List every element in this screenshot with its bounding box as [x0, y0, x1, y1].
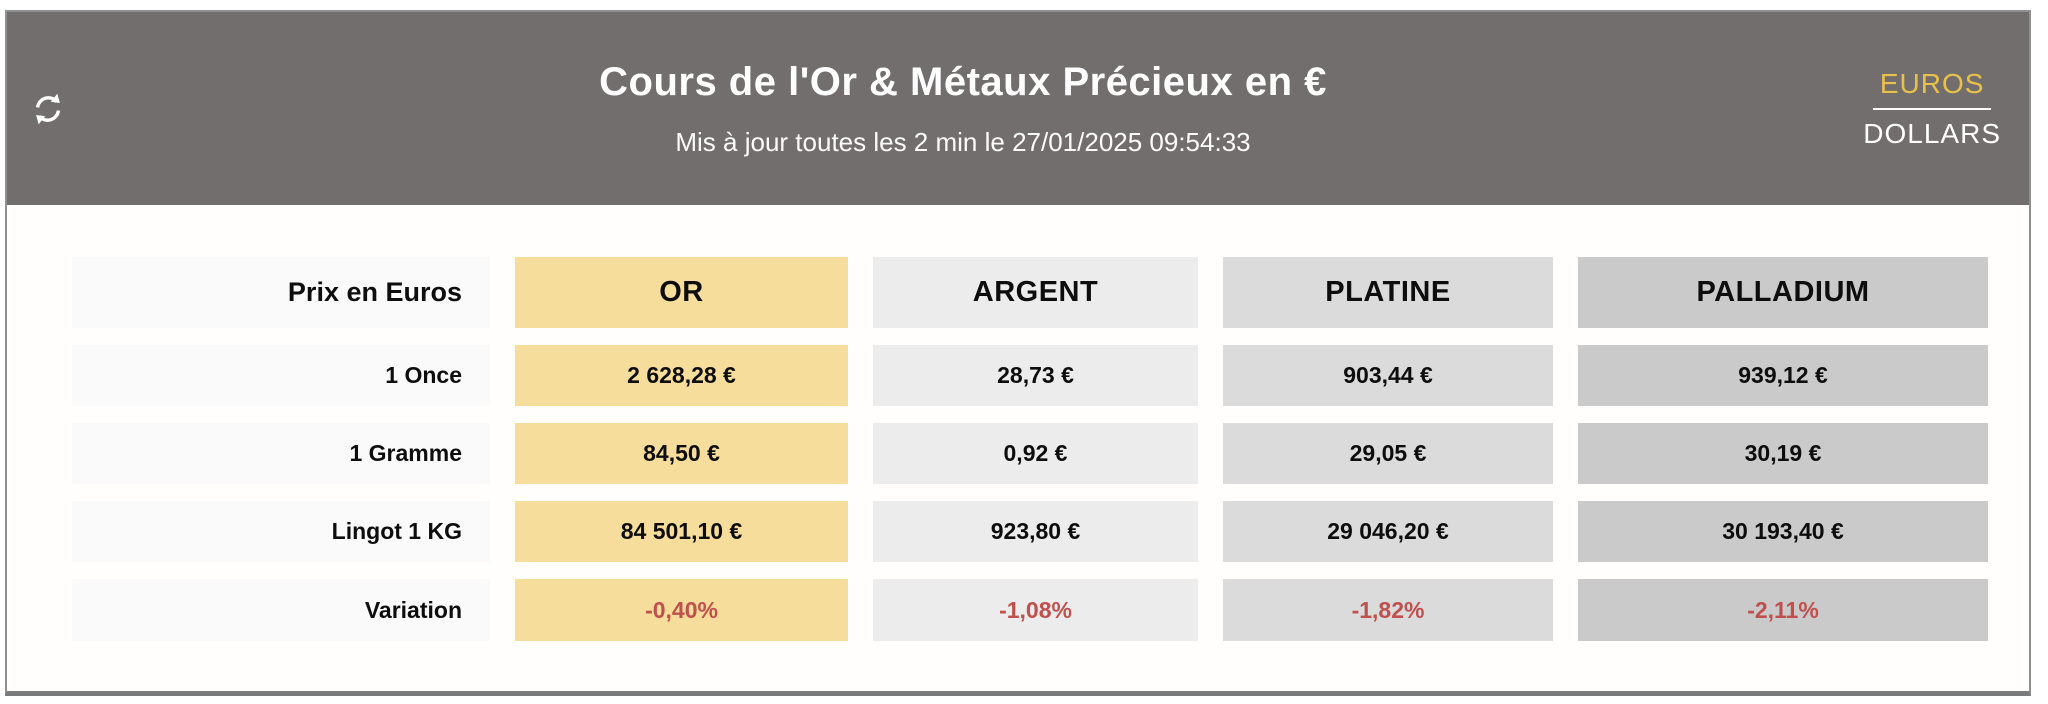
prices-table: Prix en Euros OR ARGENT PLATINE PALLADIU…: [72, 257, 2029, 641]
variation-platine: -1,82%: [1223, 579, 1553, 641]
page-title: Cours de l'Or & Métaux Précieux en €: [599, 59, 1327, 104]
column-header-platine: PLATINE: [1223, 257, 1553, 328]
price-once-platine: 903,44 €: [1223, 345, 1553, 406]
currency-toggle: EUROS DOLLARS: [1861, 64, 2003, 154]
column-header-argent: ARGENT: [873, 257, 1198, 328]
row-label-variation: Variation: [72, 579, 490, 641]
table-corner-label: Prix en Euros: [72, 257, 490, 328]
currency-option-euros[interactable]: EUROS: [1879, 67, 1985, 99]
row-label-gramme: 1 Gramme: [72, 423, 490, 484]
price-once-argent: 28,73 €: [873, 345, 1198, 406]
gold-price-widget: Cours de l'Or & Métaux Précieux en € Mis…: [5, 10, 2031, 696]
price-gramme-or: 84,50 €: [515, 423, 848, 484]
column-header-palladium: PALLADIUM: [1578, 257, 1988, 328]
refresh-button[interactable]: [25, 86, 71, 132]
variation-palladium: -2,11%: [1578, 579, 1988, 641]
prices-table-area: Prix en Euros OR ARGENT PLATINE PALLADIU…: [7, 205, 2029, 641]
price-lingot-palladium: 30 193,40 €: [1578, 501, 1988, 562]
price-gramme-palladium: 30,19 €: [1578, 423, 1988, 484]
price-gramme-platine: 29,05 €: [1223, 423, 1553, 484]
price-lingot-argent: 923,80 €: [873, 501, 1198, 562]
price-lingot-or: 84 501,10 €: [515, 501, 848, 562]
currency-divider: [1873, 107, 1992, 110]
last-updated-text: Mis à jour toutes les 2 min le 27/01/202…: [675, 126, 1251, 157]
refresh-icon: [31, 92, 65, 126]
price-once-palladium: 939,12 €: [1578, 345, 1988, 406]
header-titles: Cours de l'Or & Métaux Précieux en € Mis…: [137, 60, 1789, 158]
row-label-once: 1 Once: [72, 345, 490, 406]
price-gramme-argent: 0,92 €: [873, 423, 1198, 484]
variation-or: -0,40%: [515, 579, 848, 641]
column-header-or: OR: [515, 257, 848, 328]
price-once-or: 2 628,28 €: [515, 345, 848, 406]
widget-header: Cours de l'Or & Métaux Précieux en € Mis…: [7, 12, 2029, 205]
currency-option-dollars[interactable]: DOLLARS: [1863, 117, 2001, 149]
price-lingot-platine: 29 046,20 €: [1223, 501, 1553, 562]
row-label-lingot: Lingot 1 KG: [72, 501, 490, 562]
variation-argent: -1,08%: [873, 579, 1198, 641]
